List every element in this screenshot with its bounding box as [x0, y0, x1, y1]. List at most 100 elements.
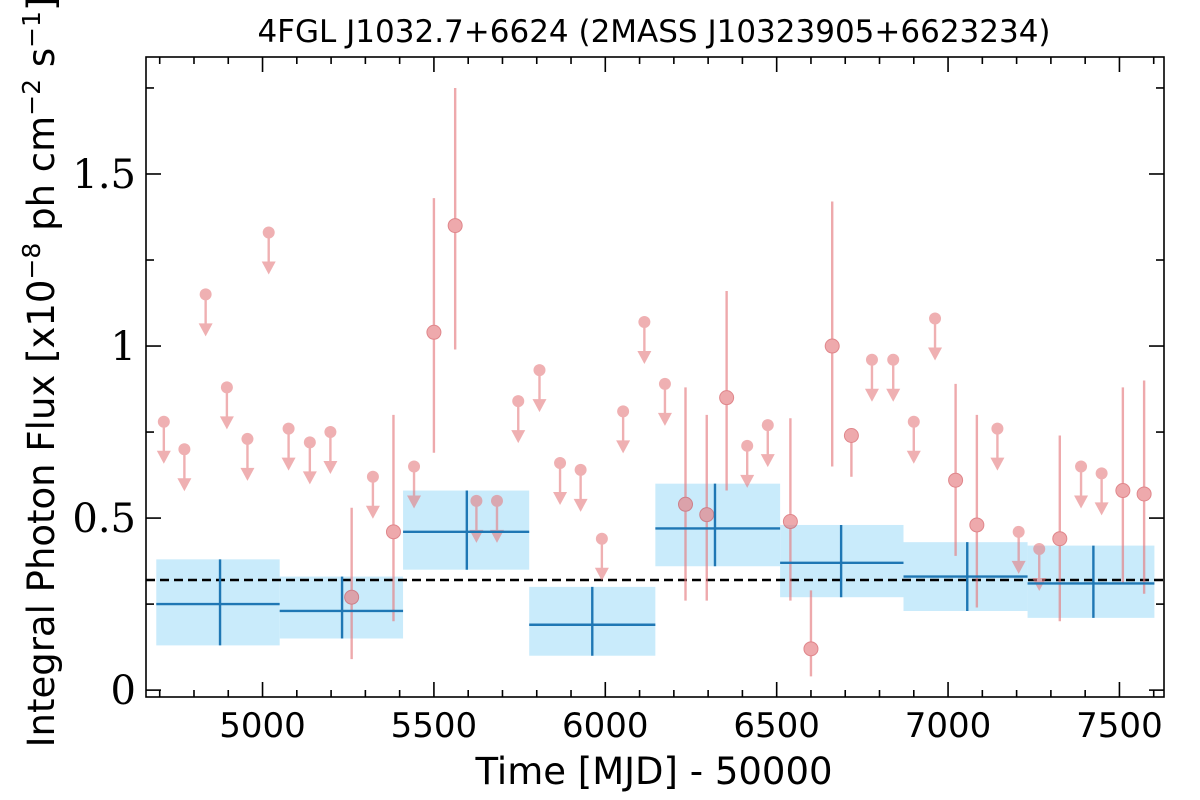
yearly-band [156, 559, 280, 646]
detection [843, 427, 859, 477]
upper-limit-marker [887, 353, 900, 366]
upper-limit [261, 226, 276, 275]
upper-limit-marker [366, 470, 379, 483]
upper-limit-marker [303, 436, 316, 449]
upper-limit [657, 377, 672, 426]
upper-limit-arrow-head [532, 399, 547, 413]
upper-limit-arrow-head [407, 495, 422, 509]
upper-limit-arrow-head [323, 461, 338, 475]
upper-limit [240, 432, 255, 481]
upper-limit-arrow-head [594, 567, 609, 581]
upper-limit-arrow-head [906, 450, 921, 464]
upper-limit-marker [991, 422, 1004, 435]
upper-limit-arrow-head [511, 430, 526, 444]
y-axis-label-exp1: −8 [17, 243, 46, 280]
y-axis-label-exp2: −2 [17, 79, 46, 116]
upper-limit-marker [761, 419, 774, 432]
upper-limit-arrow-head [1011, 560, 1026, 574]
upper-limit-arrow-head [616, 440, 631, 454]
upper-limit-marker [324, 426, 337, 439]
detection-marker [426, 324, 442, 340]
upper-limit [281, 422, 296, 471]
upper-limit [990, 422, 1005, 471]
detection [803, 590, 819, 677]
detection-marker [385, 524, 401, 540]
upper-limit-arrow-head [302, 471, 317, 485]
upper-limit-arrow-head [928, 347, 943, 361]
upper-limit [219, 381, 234, 430]
y-axis-label-mid: ph cm [20, 116, 63, 243]
detection [948, 383, 964, 556]
detection-marker [719, 390, 735, 406]
upper-limit [1011, 525, 1026, 574]
upper-limit-marker [638, 315, 651, 328]
detection [426, 198, 442, 453]
detection [719, 290, 735, 491]
upper-limit-arrow-head [365, 505, 380, 519]
detection-marker [678, 496, 694, 512]
detection [344, 507, 360, 660]
upper-limit-arrow-head [990, 457, 1005, 471]
x-tick-label: 5500 [391, 706, 478, 746]
y-axis-label-s: s [20, 48, 63, 79]
upper-limit-arrow-head [637, 350, 652, 364]
y-axis-label-exp3: −1 [17, 11, 46, 48]
y-axis-label: Integral Photon Flux [x10−8 ph cm−2 s−1] [17, 0, 63, 747]
upper-limit-marker [1075, 460, 1088, 473]
upper-limit-marker [1012, 525, 1025, 538]
upper-limit [928, 312, 943, 361]
upper-limit-arrow-head [760, 454, 775, 468]
x-tick-label: 6000 [562, 706, 649, 746]
detection-marker [782, 514, 798, 530]
detection [447, 87, 463, 350]
upper-limit [637, 315, 652, 364]
y-tick-label: 1.5 [72, 152, 136, 198]
detection-marker [969, 517, 985, 533]
y-tick-label: 1 [111, 324, 136, 370]
yearly-bins [156, 483, 1155, 656]
y-axis-label-suffix: ] [20, 0, 63, 11]
upper-limit-marker [408, 460, 421, 473]
upper-limit-arrow-head [657, 412, 672, 426]
upper-limit-marker [658, 377, 671, 390]
upper-limit [323, 426, 338, 475]
upper-limit-arrow-head [864, 388, 879, 402]
upper-limit-arrow-head [177, 478, 192, 492]
yearly-band [655, 483, 781, 567]
upper-limit-marker [512, 395, 525, 408]
detection [1115, 387, 1131, 584]
detection [699, 414, 715, 601]
detection [782, 418, 798, 601]
upper-limit [1094, 467, 1109, 516]
detection [1136, 380, 1152, 594]
upper-limit [198, 288, 213, 337]
upper-limit-marker [741, 439, 754, 452]
upper-limit-marker [1033, 543, 1046, 556]
upper-limit-arrow-head [1074, 495, 1089, 509]
x-tick-label: 5000 [219, 706, 306, 746]
detection-marker [699, 507, 715, 523]
upper-limit-arrow-head [553, 492, 568, 506]
upper-limit [407, 460, 422, 509]
upper-limit-marker [595, 532, 608, 545]
upper-limit-marker [470, 494, 483, 507]
detection-marker [344, 589, 360, 605]
upper-limit [760, 419, 775, 468]
upper-limit [469, 494, 484, 543]
y-axis-label-prefix: Integral Photon Flux [x10 [20, 280, 63, 748]
upper-limit-marker [907, 415, 920, 428]
upper-limit [156, 415, 171, 464]
y-tick-label: 0.5 [72, 496, 136, 542]
upper-limit-arrow-head [219, 416, 234, 430]
plot-frame [145, 56, 1165, 698]
upper-limit-marker [199, 288, 212, 301]
upper-limit [906, 415, 921, 464]
upper-limit-marker [574, 463, 587, 476]
upper-limit-arrow-head [573, 498, 588, 512]
upper-limit-marker [178, 443, 191, 456]
upper-limit-marker [617, 405, 630, 418]
detection [385, 414, 401, 622]
tick-labels: 5000 5500 6000 6500 7000 7500 0 0.5 1 1.5 [72, 152, 1162, 746]
upper-limit-marker [490, 494, 503, 507]
upper-limit-arrow-head [489, 529, 504, 543]
